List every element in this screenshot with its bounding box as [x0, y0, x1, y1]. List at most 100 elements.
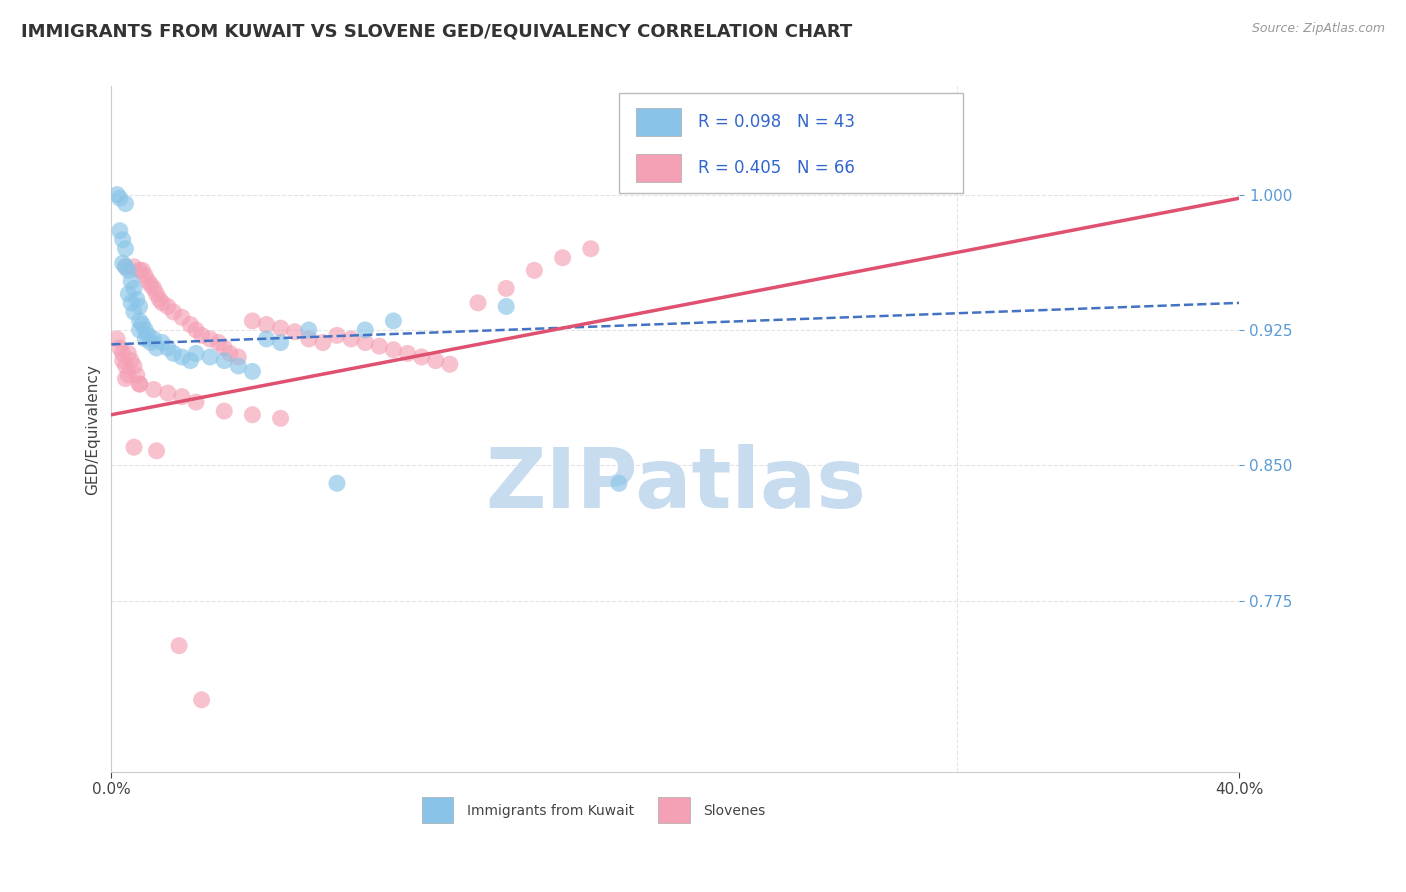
Point — [131, 263, 153, 277]
Point — [242, 314, 264, 328]
Point — [111, 353, 134, 368]
Point — [551, 251, 574, 265]
Point — [156, 386, 179, 401]
Point — [156, 341, 179, 355]
Point — [170, 390, 193, 404]
Point — [190, 328, 212, 343]
Point — [128, 263, 150, 277]
Point — [136, 274, 159, 288]
Point — [108, 191, 131, 205]
Point — [111, 346, 134, 360]
Point — [156, 300, 179, 314]
Point — [120, 296, 142, 310]
Point — [120, 274, 142, 288]
Point — [122, 281, 145, 295]
Point — [270, 321, 292, 335]
Point — [142, 281, 165, 295]
Point — [128, 314, 150, 328]
Text: Immigrants from Kuwait: Immigrants from Kuwait — [467, 804, 634, 818]
Point — [226, 350, 249, 364]
Point — [242, 408, 264, 422]
Point — [145, 341, 167, 355]
Point — [179, 353, 201, 368]
Point — [184, 323, 207, 337]
Point — [184, 395, 207, 409]
Point — [218, 346, 240, 360]
Point — [142, 383, 165, 397]
Bar — [658, 797, 690, 823]
Point — [382, 314, 405, 328]
Point — [354, 335, 377, 350]
Point — [467, 296, 489, 310]
Point — [198, 350, 221, 364]
Point — [105, 332, 128, 346]
Point — [207, 335, 229, 350]
Point — [150, 296, 173, 310]
Point — [411, 350, 433, 364]
Point — [425, 353, 447, 368]
Point — [256, 318, 278, 332]
Point — [198, 332, 221, 346]
Point — [523, 263, 546, 277]
Point — [326, 328, 349, 343]
Point — [108, 224, 131, 238]
Point — [128, 323, 150, 337]
Point — [256, 332, 278, 346]
Text: IMMIGRANTS FROM KUWAIT VS SLOVENE GED/EQUIVALENCY CORRELATION CHART: IMMIGRANTS FROM KUWAIT VS SLOVENE GED/EQ… — [21, 22, 852, 40]
Point — [114, 260, 136, 274]
Point — [108, 341, 131, 355]
Point — [495, 300, 517, 314]
Point — [150, 335, 173, 350]
Text: ZIPatlas: ZIPatlas — [485, 443, 866, 524]
Point — [162, 346, 184, 360]
Point — [190, 693, 212, 707]
Point — [122, 440, 145, 454]
Point — [145, 443, 167, 458]
Point — [184, 346, 207, 360]
Point — [340, 332, 363, 346]
Point — [142, 332, 165, 346]
Point — [439, 357, 461, 371]
Y-axis label: GED/Equivalency: GED/Equivalency — [86, 364, 100, 494]
Point — [117, 286, 139, 301]
Point — [396, 346, 419, 360]
Point — [136, 328, 159, 343]
Point — [117, 368, 139, 382]
Point — [131, 318, 153, 332]
Point — [120, 353, 142, 368]
Text: Source: ZipAtlas.com: Source: ZipAtlas.com — [1251, 22, 1385, 36]
Point — [495, 281, 517, 295]
Point — [354, 323, 377, 337]
Point — [298, 332, 321, 346]
Point — [139, 277, 162, 292]
Point — [117, 346, 139, 360]
Point — [134, 332, 156, 346]
Bar — [636, 154, 681, 182]
Point — [114, 260, 136, 274]
Point — [114, 359, 136, 373]
Point — [162, 305, 184, 319]
Point — [139, 335, 162, 350]
Point — [114, 196, 136, 211]
Point — [212, 404, 235, 418]
Text: R = 0.405   N = 66: R = 0.405 N = 66 — [697, 160, 855, 178]
Point — [170, 310, 193, 325]
Point — [114, 242, 136, 256]
FancyBboxPatch shape — [619, 94, 963, 193]
Point — [326, 476, 349, 491]
Point — [179, 318, 201, 332]
Point — [125, 292, 148, 306]
Point — [284, 325, 307, 339]
Point — [128, 377, 150, 392]
Point — [145, 286, 167, 301]
Point — [368, 339, 391, 353]
Point — [242, 364, 264, 378]
Point — [134, 323, 156, 337]
Point — [122, 305, 145, 319]
Point — [134, 268, 156, 283]
Point — [122, 260, 145, 274]
Point — [298, 323, 321, 337]
Point — [125, 368, 148, 382]
Point — [111, 256, 134, 270]
Point — [607, 476, 630, 491]
